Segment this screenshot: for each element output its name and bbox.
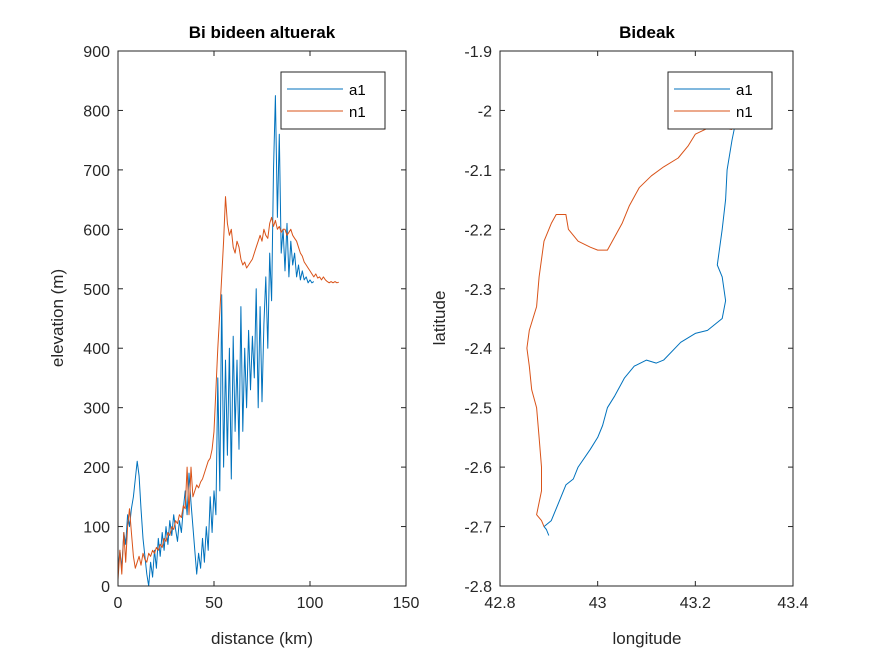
y-tick-label: 100 bbox=[83, 520, 110, 537]
x-tick-label: 43.2 bbox=[680, 595, 711, 612]
series-lines bbox=[526, 127, 735, 536]
y-tick-label: -2.3 bbox=[464, 282, 492, 299]
y-axis-label: elevation (m) bbox=[48, 269, 67, 367]
legend-label-n1: n1 bbox=[349, 104, 366, 121]
y-tick-label: -2.7 bbox=[464, 520, 492, 537]
x-tick-label: 50 bbox=[205, 595, 223, 612]
chart-title: Bideak bbox=[619, 23, 675, 42]
y-tick-label: -1.9 bbox=[464, 44, 492, 61]
legend-box bbox=[280, 71, 386, 130]
y-tick-label: -2.8 bbox=[464, 579, 492, 596]
y-tick-label: -2.5 bbox=[464, 401, 492, 418]
x-tick-label: 100 bbox=[297, 595, 324, 612]
axis-ticks: 0 50 100 150 0 100 200 300 400 500 600 700 800 900 bbox=[83, 44, 419, 612]
y-tick-label: -2.2 bbox=[464, 222, 492, 239]
y-tick-label: 300 bbox=[83, 401, 110, 418]
y-tick-label: -2.6 bbox=[464, 460, 492, 477]
legend-box bbox=[667, 71, 773, 130]
legend-label-a1: a1 bbox=[349, 82, 366, 99]
series-line-a1 bbox=[543, 128, 735, 536]
axes-frame bbox=[499, 50, 794, 587]
y-tick-label: 600 bbox=[83, 222, 110, 239]
y-tick-label: 400 bbox=[83, 341, 110, 358]
legend-label-a1: a1 bbox=[736, 82, 753, 99]
x-tick-label: 150 bbox=[393, 595, 420, 612]
x-tick-label: 0 bbox=[114, 595, 123, 612]
y-tick-label: -2.1 bbox=[464, 163, 492, 180]
elevation-chart: Bi bideen altuerak distance (km) elevati… bbox=[48, 23, 419, 648]
y-tick-label: 500 bbox=[83, 282, 110, 299]
x-tick-label: 43 bbox=[589, 595, 607, 612]
series-line-n1 bbox=[526, 127, 733, 527]
x-axis-label: longitude bbox=[612, 629, 681, 648]
x-axis-label: distance (km) bbox=[211, 629, 313, 648]
y-tick-label: 900 bbox=[83, 44, 110, 61]
y-tick-label: 700 bbox=[83, 163, 110, 180]
y-tick-label: -2 bbox=[478, 103, 492, 120]
y-axis-label: latitude bbox=[430, 291, 449, 346]
axes-frame bbox=[117, 50, 407, 587]
y-tick-label: 0 bbox=[101, 579, 110, 596]
x-tick-label: 43.4 bbox=[777, 595, 808, 612]
legend-label-n1: n1 bbox=[736, 104, 753, 121]
y-tick-label: 800 bbox=[83, 103, 110, 120]
y-tick-label: 200 bbox=[83, 460, 110, 477]
x-tick-label: 42.8 bbox=[484, 595, 515, 612]
series-line-n1 bbox=[117, 196, 339, 581]
series-line-a1 bbox=[117, 95, 315, 587]
y-tick-label: -2.4 bbox=[464, 341, 492, 358]
route-map-chart: Bideak longitude latitude 42.8 43 43.2 43.4… bbox=[430, 23, 809, 648]
series-lines bbox=[117, 95, 339, 587]
chart-title: Bi bideen altuerak bbox=[189, 23, 336, 42]
